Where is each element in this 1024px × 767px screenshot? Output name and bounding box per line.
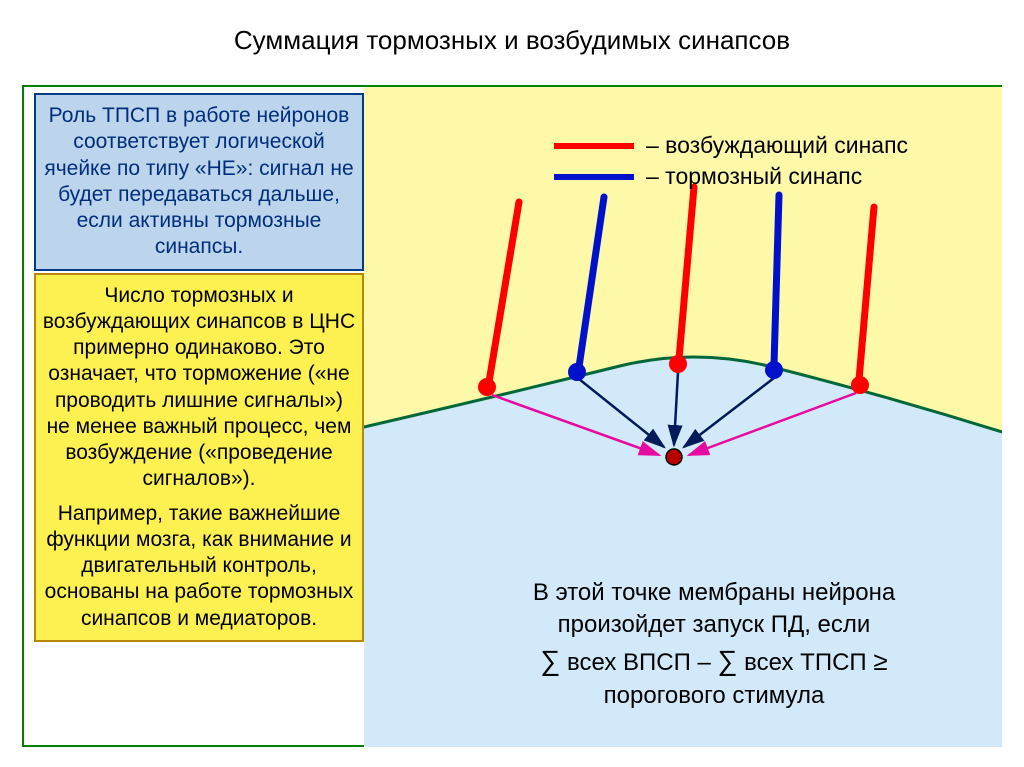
legend-label-excite: – возбуждающий синапс [646, 132, 908, 159]
formula-line1: В этой точке мембраны нейрона [424, 577, 1004, 609]
legend-swatch-excite [554, 143, 634, 149]
legend: – возбуждающий синапс – тормозный синапс [554, 132, 908, 194]
formula-line3: ∑ всех ВПСП – ∑ всех ТПСП ≥ [424, 642, 1004, 680]
legend-swatch-inhibit [554, 174, 634, 180]
info-box-tpsp-role: Роль ТПСП в работе нейронов соответствуе… [34, 93, 364, 271]
info-box-synapse-count: Число тормозных и возбуждающих синапсов … [34, 273, 364, 642]
legend-label-inhibit: – тормозный синапс [646, 163, 862, 190]
legend-excitatory: – возбуждающий синапс [554, 132, 908, 159]
formula-line4: порогового стимула [424, 680, 1004, 712]
box2-para1: Число тормозных и возбуждающих синапсов … [42, 283, 356, 493]
diagram-frame: Роль ТПСП в работе нейронов соответствуе… [22, 85, 1002, 747]
legend-inhibitory: – тормозный синапс [554, 163, 908, 190]
summation-formula: В этой точке мембраны нейрона произойдет… [424, 577, 1004, 712]
left-column: Роль ТПСП в работе нейронов соответствуе… [34, 93, 364, 642]
page-title: Суммация тормозных и возбудимых синапсов [0, 0, 1024, 71]
box2-para2: Например, такие важнейшие функции мозга,… [42, 501, 356, 632]
formula-line2: произойдет запуск ПД, если [424, 609, 1004, 641]
